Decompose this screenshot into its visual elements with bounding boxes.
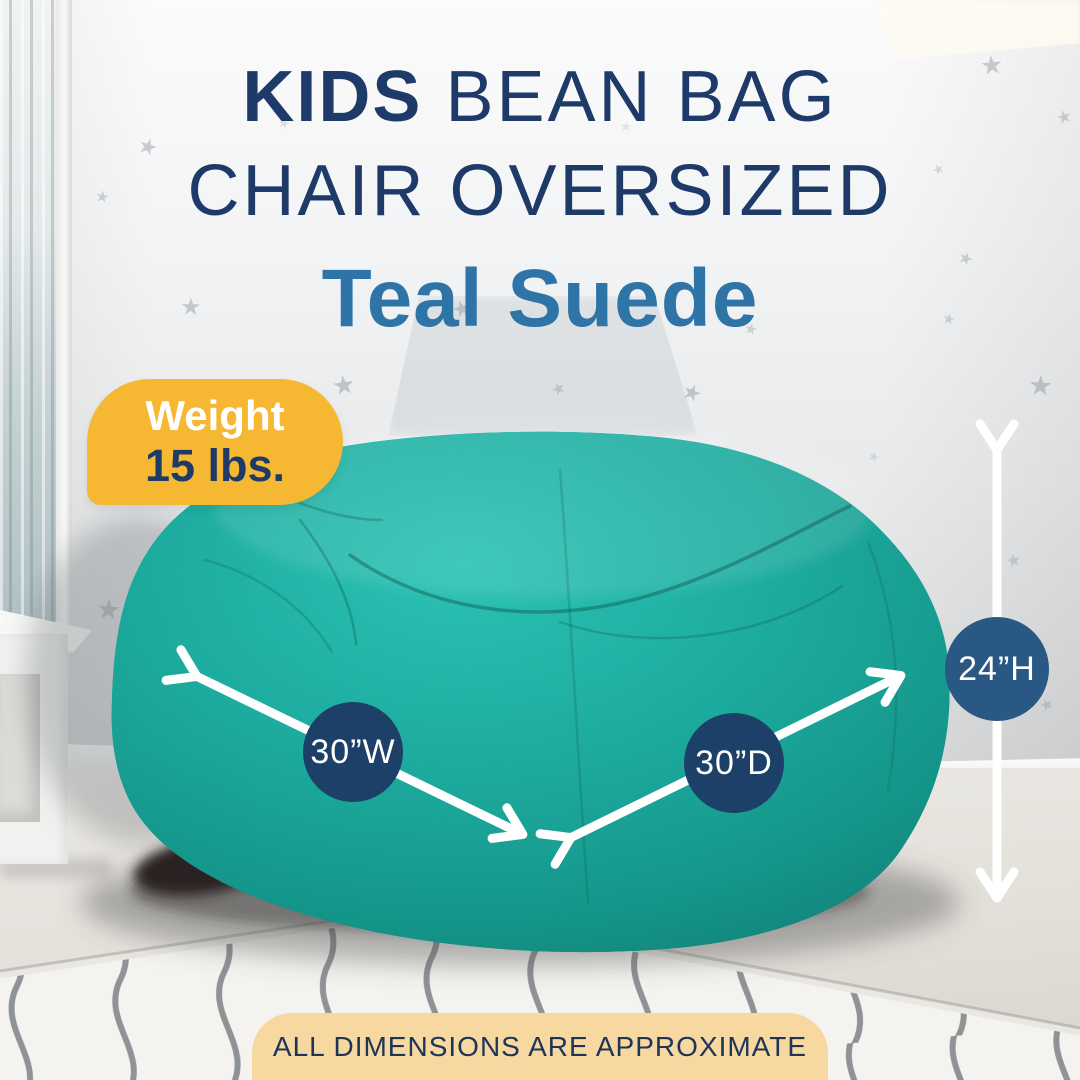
- height-dimension-badge: 24”H: [945, 617, 1049, 721]
- title-line-1: KIDS BEAN BAG: [0, 50, 1080, 144]
- curtain: [0, 0, 62, 652]
- footer-banner: ALL DIMENSIONS ARE APPROXIMATE: [252, 1013, 828, 1080]
- weight-badge: Weight 15 lbs.: [87, 379, 343, 505]
- title-bean-bag: BEAN BAG: [422, 57, 838, 137]
- height-dimension-label: 24”H: [958, 649, 1036, 688]
- depth-dimension-badge: 30”D: [684, 713, 784, 813]
- width-dimension-badge: 30”W: [303, 702, 403, 802]
- weight-label: Weight: [145, 392, 285, 439]
- title-kids: KIDS: [242, 57, 423, 137]
- title-color-name: Teal Suede: [321, 253, 759, 344]
- depth-dimension-label: 30”D: [695, 743, 773, 782]
- wall-molding: [56, 0, 72, 654]
- title-line-2: CHAIR OVERSIZED: [187, 151, 893, 231]
- weight-value: 15 lbs.: [144, 440, 286, 491]
- width-dimension-label: 30”W: [310, 732, 396, 771]
- wall-panel-shadow: [388, 296, 698, 436]
- footer-text: ALL DIMENSIONS ARE APPROXIMATE: [272, 1030, 808, 1062]
- title-block: KIDS BEAN BAG CHAIR OVERSIZED Teal Suede: [0, 50, 1080, 346]
